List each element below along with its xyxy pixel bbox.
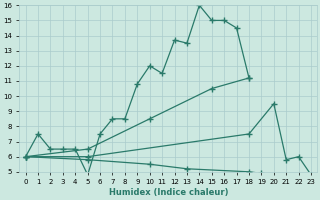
X-axis label: Humidex (Indice chaleur): Humidex (Indice chaleur) [108,188,228,197]
